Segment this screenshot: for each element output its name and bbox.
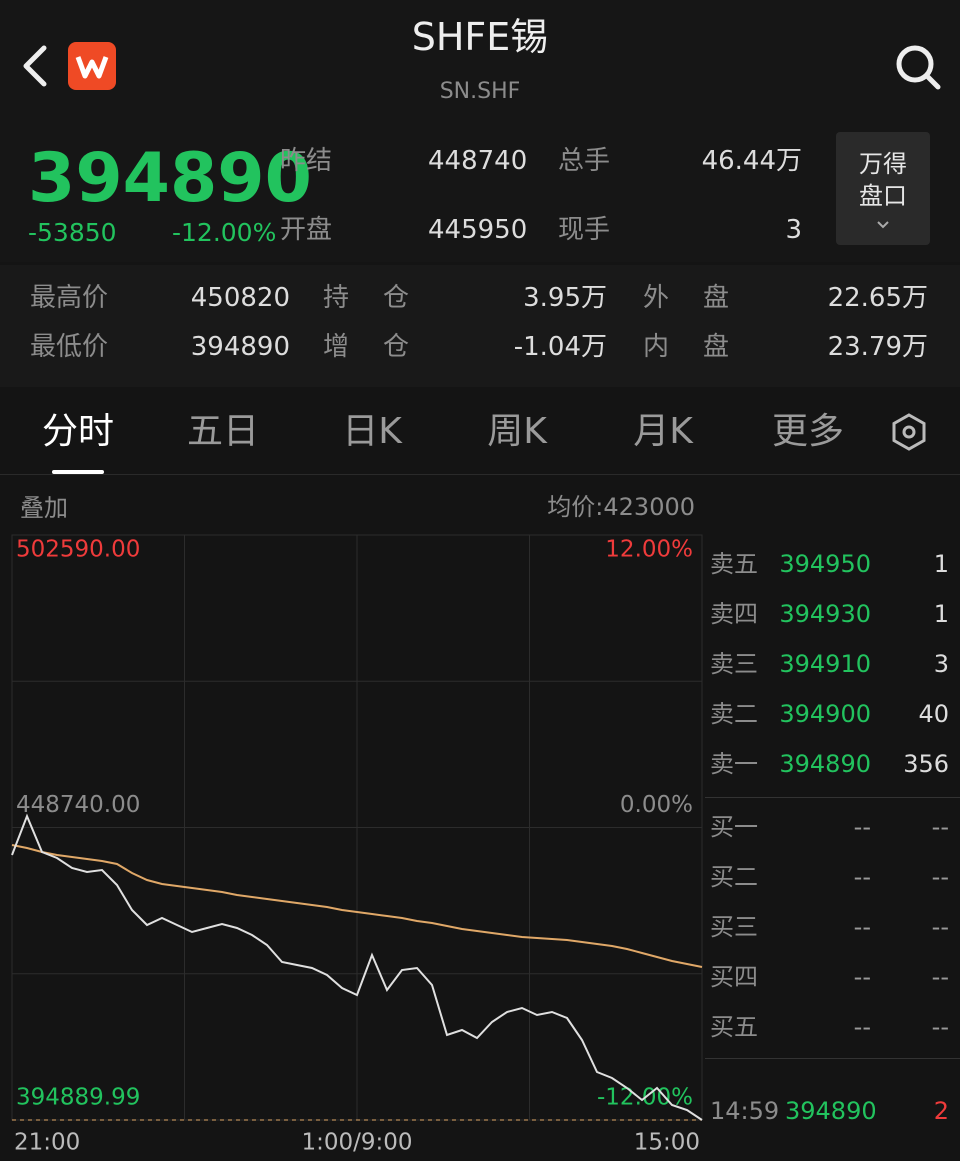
book-volume: 3 <box>933 650 949 678</box>
book-volume: -- <box>931 913 949 941</box>
book-label: 买三 <box>710 913 758 941</box>
stat-value: 23.79万 <box>827 332 928 362</box>
trade-volume: 2 <box>933 1097 949 1125</box>
book-label: 卖三 <box>710 650 758 678</box>
stat-value: -1.04万 <box>513 332 607 362</box>
field-label: 开盘 <box>280 215 333 245</box>
book-price: -- <box>853 963 871 991</box>
order-book: 卖五 394950 1 卖四 394930 1 卖三 394910 3 卖二 394900 40 卖一 3… <box>705 535 960 1135</box>
x-tick-label: 15:00 <box>634 1130 700 1156</box>
app-logo[interactable] <box>68 42 116 90</box>
book-price: 394950 <box>779 550 871 578</box>
y-tick-label: 394889.99 <box>16 1085 140 1111</box>
stat-label: 内盘 <box>643 332 764 362</box>
book-volume: -- <box>931 1013 949 1041</box>
book-label: 买一 <box>710 813 758 841</box>
x-tick-label: 1:00/9:00 <box>301 1130 412 1156</box>
y-tick-label: 448740.00 <box>16 792 140 818</box>
stat-value: 394890 <box>190 332 290 362</box>
separator <box>705 1058 960 1059</box>
field-label: 现手 <box>558 215 611 245</box>
stat-label: 持仓 <box>323 283 444 313</box>
tab[interactable]: 分时 <box>41 411 114 452</box>
depth-button[interactable]: 万得 盘口 <box>836 132 930 245</box>
settings-icon[interactable] <box>890 412 928 452</box>
book-label: 买五 <box>710 1013 758 1041</box>
book-price: -- <box>853 863 871 891</box>
x-tick-label: 21:00 <box>14 1130 80 1156</box>
book-label: 买四 <box>710 963 758 991</box>
code: SN.SHF <box>439 79 521 104</box>
tab[interactable]: 日K <box>342 411 402 452</box>
book-price: 394890 <box>779 750 871 778</box>
book-price: -- <box>853 1013 871 1041</box>
top-panel <box>0 0 960 262</box>
book-volume: 40 <box>918 700 949 728</box>
field-value: 445950 <box>428 215 528 245</box>
y-tick-label: 502590.00 <box>16 537 140 563</box>
field-value: 448740 <box>428 146 528 176</box>
book-label: 卖一 <box>710 750 758 778</box>
trade-price: 394890 <box>785 1097 877 1125</box>
stats-panel: 最高价 450820 持仓 3.95万 外盘 22.65万最低价 394890 增仓 -1.04… <box>0 265 960 387</box>
stat-label: 最高价 <box>30 283 109 313</box>
tab[interactable]: 月K <box>633 411 693 452</box>
field-label: 昨结 <box>280 146 333 176</box>
field-label: 总手 <box>558 146 611 176</box>
field-value: 3 <box>785 215 802 245</box>
last-price: 394890 <box>28 139 312 218</box>
overlay-label[interactable]: 叠加 <box>20 494 68 522</box>
tab[interactable]: 五日 <box>186 411 259 452</box>
book-price: 394930 <box>779 600 871 628</box>
tab[interactable]: 周K <box>487 411 547 452</box>
stat-label: 增仓 <box>323 332 444 362</box>
avg-price: 均价:423000 <box>547 493 695 521</box>
book-price: -- <box>853 813 871 841</box>
title: SHFE锡 <box>411 15 549 59</box>
book-volume: -- <box>931 963 949 991</box>
y2-tick-label: 12.00% <box>605 537 693 563</box>
book-price: 394900 <box>779 700 871 728</box>
stat-value: 450820 <box>190 283 290 313</box>
tab-bar: 分时 五日 日K 周K 月K 更多 <box>0 390 960 475</box>
stat-value: 22.65万 <box>827 283 928 313</box>
book-label: 卖二 <box>710 700 758 728</box>
field-value: 46.44万 <box>701 146 802 176</box>
book-price: -- <box>853 913 871 941</box>
stat-label: 最低价 <box>30 332 109 362</box>
book-label: 买二 <box>710 863 758 891</box>
button-text: 万得 <box>859 150 907 178</box>
y2-tick-label: 0.00% <box>620 792 693 818</box>
chart: 502590.00448740.00394889.9912.00%0.00%-1… <box>11 534 703 1156</box>
search-button[interactable] <box>893 42 943 92</box>
average-line <box>11 844 703 968</box>
book-volume: -- <box>931 813 949 841</box>
book-label: 卖五 <box>710 550 758 578</box>
tab-indicator <box>52 470 104 474</box>
trade-time: 14:59 <box>710 1097 780 1125</box>
book-volume: 356 <box>903 750 949 778</box>
change-pct: -12.00% <box>172 218 277 247</box>
book-volume: -- <box>931 863 949 891</box>
price-line <box>11 813 703 1121</box>
stat-label: 外盘 <box>643 283 764 313</box>
button-text: 盘口 <box>859 182 907 210</box>
back-button[interactable] <box>20 44 52 88</box>
tab[interactable]: 更多 <box>771 411 844 452</box>
chevron <box>877 221 889 229</box>
book-label: 卖四 <box>710 600 758 628</box>
separator <box>705 797 960 798</box>
change: -53850 <box>28 218 117 247</box>
book-volume: 1 <box>933 550 949 578</box>
book-price: 394910 <box>779 650 871 678</box>
stat-value: 3.95万 <box>523 283 607 313</box>
book-volume: 1 <box>933 600 949 628</box>
